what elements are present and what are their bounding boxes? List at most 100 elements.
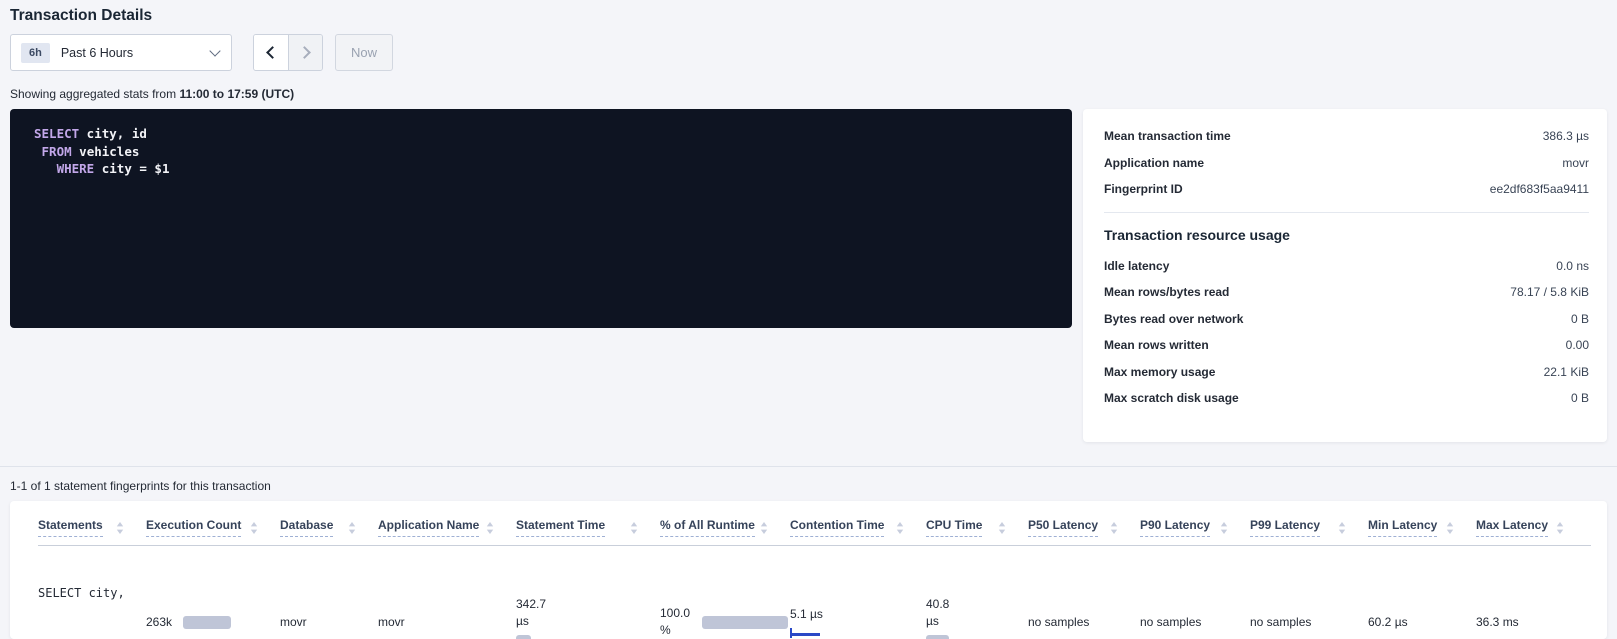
resource-usage-title: Transaction resource usage [1104,227,1589,243]
prev-time-button[interactable] [254,35,288,70]
resource-row: Mean rows written 0.00 [1104,332,1589,359]
sql-keyword: WHERE [57,161,95,176]
sort-arrows-icon [998,522,1006,534]
min-latency-cell: 60.2 µs [1368,546,1476,639]
resource-value: 78.17 / 5.8 KiB [1510,285,1589,299]
column-header-p90-latency[interactable]: P90 Latency [1140,501,1250,546]
application-name-cell: movr [378,546,516,639]
stats-caption-range: 11:00 to 17:59 (UTC) [179,87,294,101]
sort-arrows-icon [630,522,638,534]
time-controls: 6h Past 6 Hours Now [0,34,1617,71]
chevron-down-icon [209,45,220,56]
database-cell: movr [280,546,378,639]
resource-row: Bytes read over network 0 B [1104,306,1589,333]
column-header-statement-time[interactable]: Statement Time [516,501,660,546]
pct-runtime-cell: 100.0 % [660,546,790,639]
resource-row: Mean rows/bytes read 78.17 / 5.8 KiB [1104,279,1589,306]
filler-cell [1586,546,1591,639]
sql-keyword: FROM [42,144,72,159]
p90-latency-cell: no samples [1140,546,1250,639]
column-header-statements[interactable]: Statements [38,501,146,546]
resource-row: Max scratch disk usage 0 B [1104,385,1589,412]
sort-arrows-icon [116,522,124,534]
table-header-row: Statements Execution Count Database Appl… [38,501,1591,546]
execution-count-bar [183,616,231,629]
column-header-database[interactable]: Database [280,501,378,546]
time-range-badge: 6h [21,43,50,63]
summary-value: 386.3 µs [1543,129,1589,143]
table-row: SELECT city, id FROM… 263k movr movr 342… [38,546,1591,639]
sort-arrows-icon [1446,522,1454,534]
resource-label: Max scratch disk usage [1104,391,1239,405]
resource-row: Idle latency 0.0 ns [1104,253,1589,280]
statements-cell: SELECT city, id FROM… [38,546,146,639]
cpu-time-cell: 40.8 µs [926,546,1028,639]
resource-label: Bytes read over network [1104,312,1243,326]
page-header: Transaction Details [0,0,1617,25]
sort-arrows-icon [1556,522,1564,534]
column-header-contention-time[interactable]: Contention Time [790,501,926,546]
summary-row: Mean transaction time 386.3 µs [1104,123,1589,150]
pct-runtime-bar [702,616,788,629]
sort-arrows-icon [486,522,494,534]
statements-table-caption: 1-1 of 1 statement fingerprints for this… [0,467,1617,493]
sql-line: SELECT city, id [34,125,1048,143]
resource-value: 0 B [1571,312,1589,326]
statement-time-cell: 342.7 µs [516,546,660,639]
column-header-application-name[interactable]: Application Name [378,501,516,546]
statement-link[interactable]: SELECT city, id FROM… [38,546,146,639]
max-latency-cell: 36.3 ms [1476,546,1586,639]
contention-time-cell: 5.1 µs [790,546,926,639]
statements-table-card: Statements Execution Count Database Appl… [10,501,1607,639]
stats-caption-prefix: Showing aggregated stats from [10,87,179,101]
sort-arrows-icon [1220,522,1228,534]
column-header-p50-latency[interactable]: P50 Latency [1028,501,1140,546]
p50-latency-cell: no samples [1028,546,1140,639]
column-header-p99-latency[interactable]: P99 Latency [1250,501,1368,546]
summary-row: Application name movr [1104,150,1589,177]
sql-keyword: SELECT [34,126,79,141]
sort-arrows-icon [1338,522,1346,534]
time-range-dropdown[interactable]: 6h Past 6 Hours [10,34,232,71]
execution-count-cell: 263k [146,546,280,639]
statements-table: Statements Execution Count Database Appl… [38,501,1591,639]
column-header-cpu-time[interactable]: CPU Time [926,501,1028,546]
statement-time-bar [516,635,566,639]
summary-label: Application name [1104,156,1204,170]
column-header-max-latency[interactable]: Max Latency [1476,501,1586,546]
sql-line: WHERE city = $1 [34,160,1048,178]
column-header-filler [1586,501,1591,546]
resource-label: Idle latency [1104,259,1169,273]
sql-line: FROM vehicles [34,143,1048,161]
column-header-execution-count[interactable]: Execution Count [146,501,280,546]
sort-arrows-icon [896,522,904,534]
page-title: Transaction Details [10,7,1607,25]
time-range-label: Past 6 Hours [61,46,133,60]
resource-value: 0.0 ns [1556,259,1589,273]
divider [1104,212,1589,213]
next-time-button[interactable] [288,35,322,70]
resource-label: Mean rows/bytes read [1104,285,1229,299]
summary-label: Mean transaction time [1104,129,1231,143]
resource-value: 0 B [1571,391,1589,405]
resource-row: Max memory usage 22.1 KiB [1104,359,1589,386]
summary-value: ee2df683f5aa9411 [1490,182,1589,196]
resource-label: Mean rows written [1104,338,1209,352]
resource-value: 22.1 KiB [1544,365,1589,379]
column-header-min-latency[interactable]: Min Latency [1368,501,1476,546]
sort-arrows-icon [1110,522,1118,534]
contention-time-bar [790,628,830,639]
sort-arrows-icon [760,522,768,534]
summary-label: Fingerprint ID [1104,182,1183,196]
chevron-right-icon [298,46,311,59]
stats-caption: Showing aggregated stats from 11:00 to 1… [10,87,1607,101]
transaction-summary-panel: Mean transaction time 386.3 µs Applicati… [1083,109,1607,442]
now-button[interactable]: Now [335,34,393,71]
column-header-pct-runtime[interactable]: % of All Runtime [660,501,790,546]
time-nav-group [253,34,323,71]
cpu-time-bar [926,635,976,639]
summary-row: Fingerprint ID ee2df683f5aa9411 [1104,176,1589,203]
sort-arrows-icon [348,522,356,534]
sort-arrows-icon [250,522,258,534]
top-section: SELECT city, id FROM vehicles WHERE city… [10,109,1607,442]
